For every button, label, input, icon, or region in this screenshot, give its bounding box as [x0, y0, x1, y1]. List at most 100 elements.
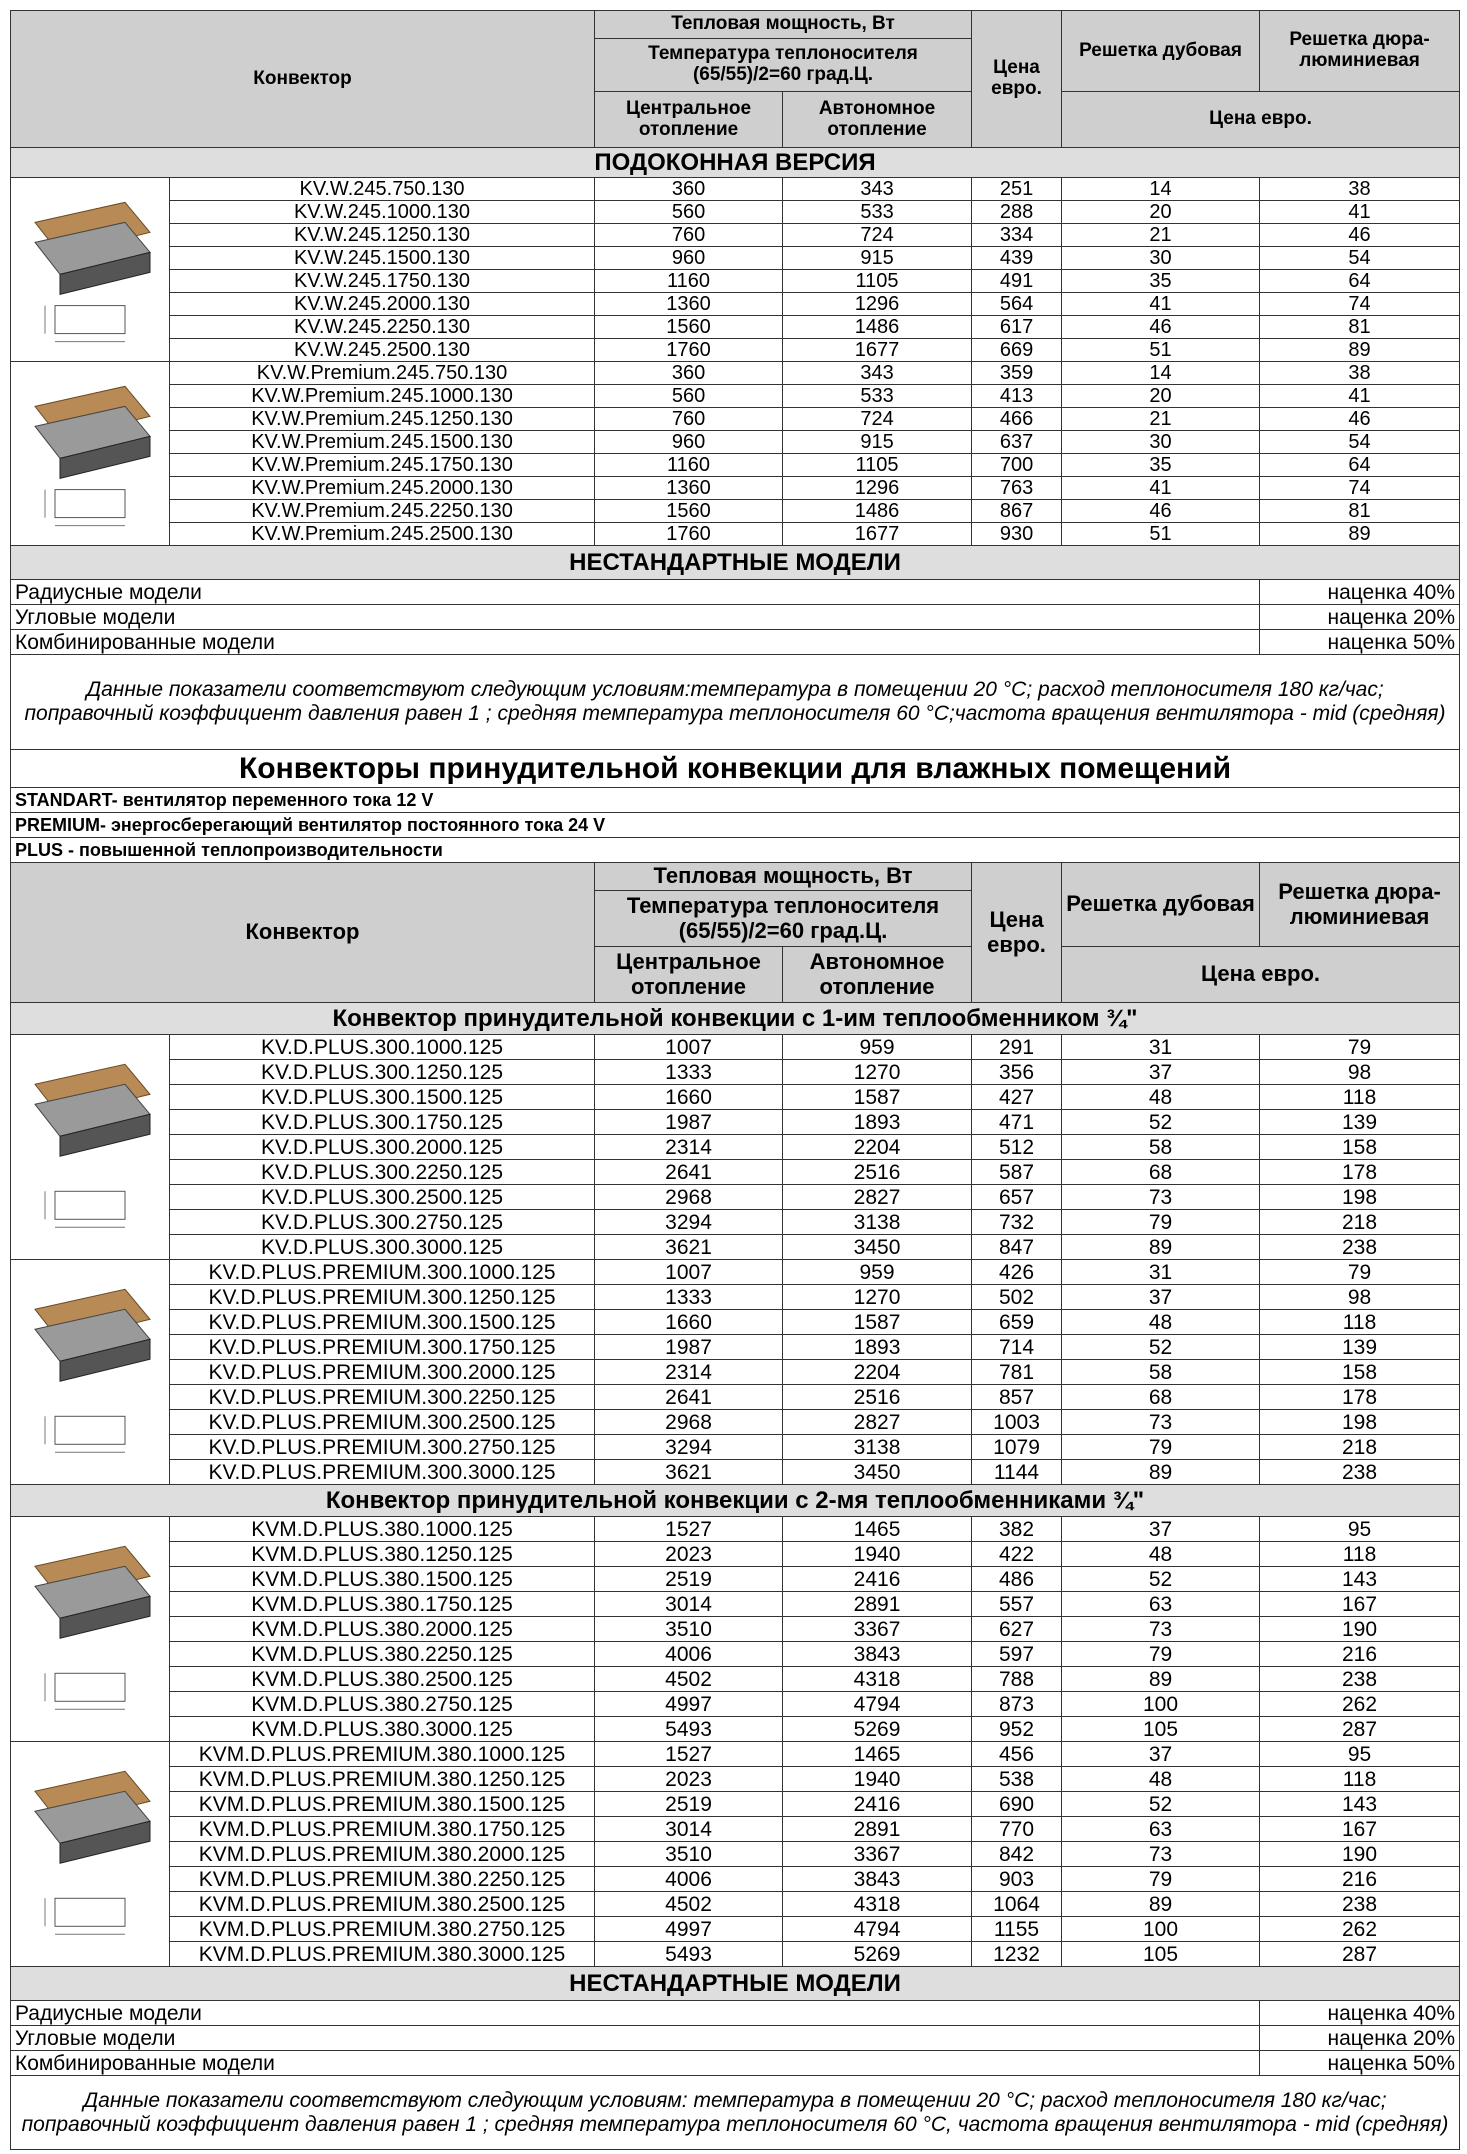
price: 471	[971, 1109, 1063, 1135]
central-power: 4502	[594, 1666, 784, 1692]
header-price2: Цена евро.	[1061, 946, 1461, 1003]
table-row: KV.W.Premium.245.1250.130 760 724 466 21 46	[11, 407, 1461, 431]
nonstandard-title: НЕСТАНДАРТНЫЕ МОДЕЛИ	[9, 1966, 1461, 2001]
price: 597	[971, 1641, 1063, 1667]
price: 251	[971, 177, 1063, 201]
autonomous-power: 2827	[782, 1409, 973, 1435]
table-row: Радиусные модели наценка 40%	[9, 2000, 1461, 2026]
table-row: KV.W.245.2500.130 1760 1677 669 51 89	[11, 338, 1461, 362]
price: 952	[971, 1716, 1063, 1742]
model: KV.W.Premium.245.1250.130	[168, 407, 596, 431]
price: 690	[971, 1791, 1063, 1817]
table-row: KVM.D.PLUS.PREMIUM.380.1750.125 3014 2891 7…	[11, 1816, 1461, 1842]
table-row: ПОДОКОННАЯ ВЕРСИЯ	[9, 147, 1461, 178]
price: 657	[971, 1184, 1063, 1210]
header-price: Цена евро.	[971, 862, 1063, 1003]
price: 867	[971, 499, 1063, 523]
autonomous-power: 724	[782, 223, 973, 247]
autonomous-power: 2516	[782, 1159, 973, 1185]
header-temp: Температура теплоносителя (65/55)/2=60 г…	[594, 890, 973, 947]
nonstandard-title: НЕСТАНДАРТНЫЕ МОДЕЛИ	[9, 545, 1461, 580]
model: KV.W.245.2250.130	[168, 315, 596, 339]
central-power: 360	[594, 177, 784, 201]
alu-grille-price: 190	[1259, 1616, 1461, 1642]
model: KVM.D.PLUS.PREMIUM.380.1000.125	[168, 1741, 596, 1767]
model: KVM.D.PLUS.380.2750.125	[168, 1691, 596, 1717]
table-row: KV.W.Premium.245.750.130 360 343 359 14 38	[10, 361, 1461, 546]
table-row: KV.D.PLUS.PREMIUM.300.1500.125 1660 1587 65…	[11, 1309, 1461, 1335]
model: KV.W.Premium.245.1750.130	[168, 453, 596, 477]
image-shape	[54, 304, 126, 334]
central-power: 2968	[594, 1409, 784, 1435]
autonomous-power: 2891	[782, 1591, 973, 1617]
oak-grille-price: 79	[1061, 1434, 1261, 1460]
model: KVM.D.PLUS.380.2250.125	[168, 1641, 596, 1667]
table-row: KVM.D.PLUS.380.2250.125 4006 3843 597 79 216	[11, 1641, 1461, 1667]
autonomous-power: 4794	[782, 1691, 973, 1717]
alu-grille-price: 46	[1259, 223, 1461, 247]
table-row: KV.W.245.1750.130 1160 1105 491 35 64	[11, 269, 1461, 293]
central-power: 1760	[594, 522, 784, 546]
autonomous-power: 5269	[782, 1941, 973, 1967]
alu-grille-price: 81	[1259, 499, 1461, 523]
image-shape	[59, 251, 151, 295]
central-power: 2641	[594, 1384, 784, 1410]
autonomous-power: 3138	[782, 1209, 973, 1235]
product-image	[34, 201, 151, 342]
table-row: KV.D.PLUS.300.1500.125 1660 1587 427 48 118	[11, 1084, 1461, 1110]
table-row: KVM.D.PLUS.380.1500.125 2519 2416 486 52 143	[11, 1566, 1461, 1592]
image-cell	[10, 177, 170, 362]
alu-grille-price: 79	[1259, 1034, 1461, 1060]
model: KV.D.PLUS.300.2250.125	[168, 1159, 596, 1185]
central-power: 5493	[594, 1941, 784, 1967]
alu-grille-price: 118	[1259, 1084, 1461, 1110]
oak-grille-price: 35	[1061, 269, 1261, 293]
central-power: 4502	[594, 1891, 784, 1917]
table-row: KV.D.PLUS.PREMIUM.300.2500.125 2968 2827 10…	[11, 1409, 1461, 1435]
alu-grille-price: 95	[1259, 1516, 1461, 1542]
price-table: Конвектор Тепловая мощность, Вт Цена евро.…	[9, 10, 1461, 2150]
autonomous-power: 1465	[782, 1741, 973, 1767]
oak-grille-price: 20	[1061, 200, 1261, 224]
alu-grille-price: 118	[1259, 1309, 1461, 1335]
alu-grille-price: 218	[1259, 1209, 1461, 1235]
central-power: 1987	[594, 1334, 784, 1360]
alu-grille-price: 190	[1259, 1841, 1461, 1867]
table-row: KVM.D.PLUS.PREMIUM.380.2250.125 4006 3843 9…	[11, 1866, 1461, 1892]
nonstandard-markup: наценка 40%	[1259, 579, 1461, 605]
central-power: 3510	[594, 1841, 784, 1867]
autonomous-power: 3843	[782, 1641, 973, 1667]
note: Данные показатели соответствуют следующи…	[9, 2075, 1461, 2150]
header-alu: Решетка дюра-люминиевая	[1259, 862, 1461, 947]
model: KV.D.PLUS.PREMIUM.300.2500.125	[168, 1409, 596, 1435]
central-power: 1360	[594, 476, 784, 500]
image-shape	[59, 1338, 151, 1382]
model: KV.D.PLUS.300.1250.125	[168, 1059, 596, 1085]
price: 564	[971, 292, 1063, 316]
price: 427	[971, 1084, 1063, 1110]
alu-grille-price: 41	[1259, 200, 1461, 224]
central-power: 1527	[594, 1516, 784, 1542]
central-power: 3014	[594, 1816, 784, 1842]
table-row: KV.D.PLUS.300.2500.125 2968 2827 657 73 198	[11, 1184, 1461, 1210]
table-row: НЕСТАНДАРТНЫЕ МОДЕЛИ	[9, 545, 1461, 580]
central-power: 5493	[594, 1716, 784, 1742]
header-auto: Автономное отопление	[782, 946, 973, 1003]
table-row: KVM.D.PLUS.380.1000.125 1527 1465 382 37 95	[10, 1516, 1461, 1742]
oak-grille-price: 51	[1061, 522, 1261, 546]
model: KV.W.Premium.245.2000.130	[168, 476, 596, 500]
table-row: Температура теплоносителя (65/55)/2=60 г…	[11, 38, 1460, 92]
model: KV.W.245.750.130	[168, 177, 596, 201]
central-power: 1333	[594, 1059, 784, 1085]
central-power: 2314	[594, 1134, 784, 1160]
model: KV.D.PLUS.PREMIUM.300.1000.125	[168, 1259, 596, 1285]
alu-grille-price: 218	[1259, 1434, 1461, 1460]
oak-grille-price: 37	[1061, 1059, 1261, 1085]
model: KV.W.245.1750.130	[168, 269, 596, 293]
alu-grille-price: 139	[1259, 1334, 1461, 1360]
central-power: 4006	[594, 1866, 784, 1892]
alu-grille-price: 178	[1259, 1384, 1461, 1410]
product-image	[34, 1545, 151, 1710]
central-power: 1987	[594, 1109, 784, 1135]
